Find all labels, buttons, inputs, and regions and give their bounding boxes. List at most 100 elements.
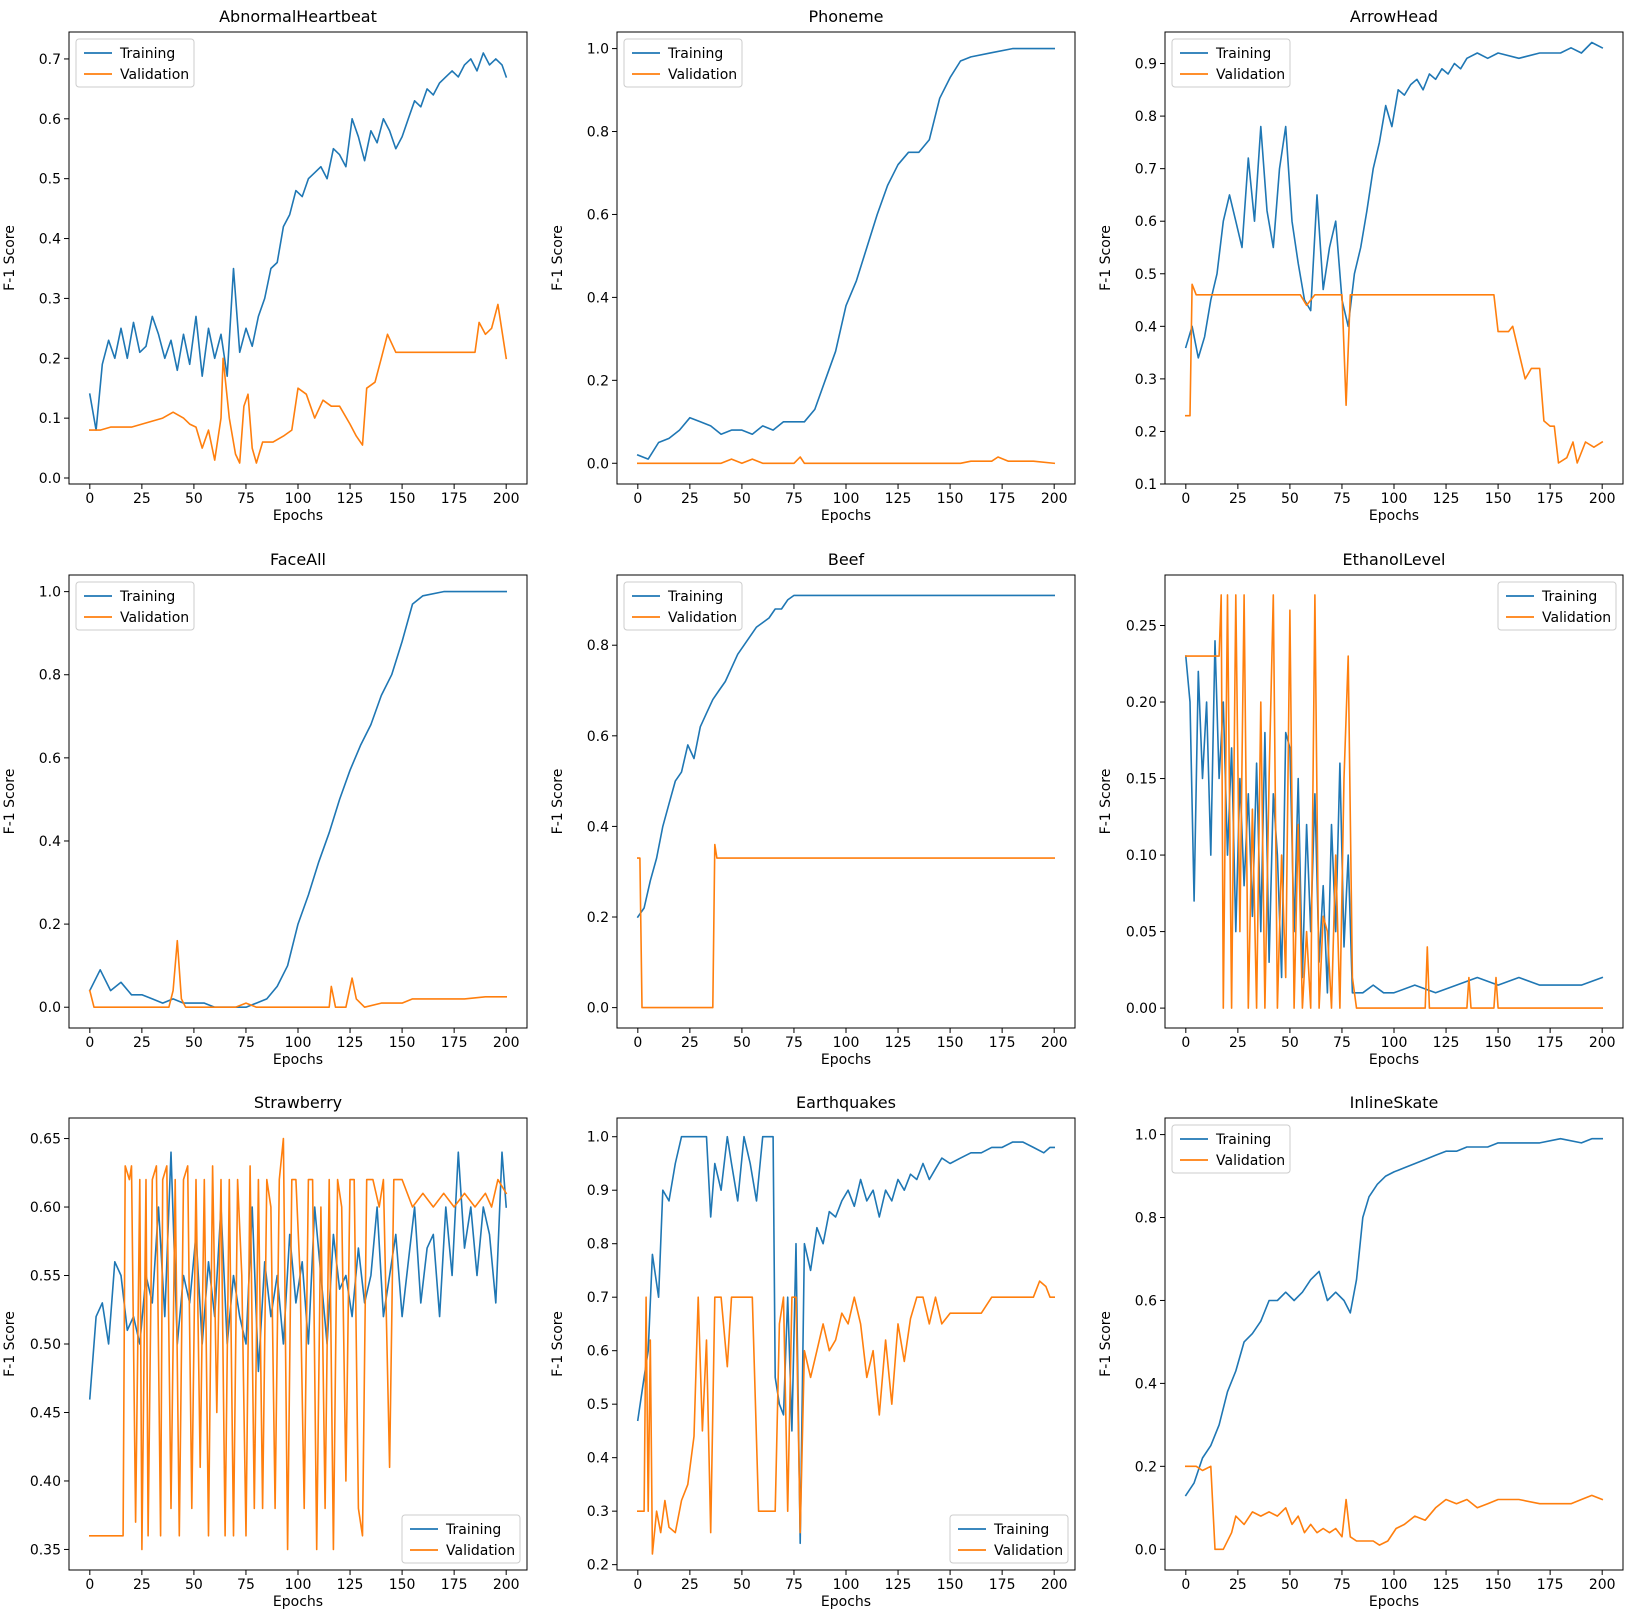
y-tick-label: 0.8 [1135, 109, 1157, 125]
x-axis-label: Epochs [821, 1052, 871, 1068]
subplot-phoneme: 0 25 50 75 100 125 150 175 200 0.0 0.2 0.4 0.6 0.8 1.0… [550, 7, 1076, 524]
x-axis-label: Epochs [821, 1594, 871, 1610]
y-tick-label: 0.2 [1135, 1459, 1157, 1475]
x-axis-label: Epochs [273, 508, 323, 524]
x-tick-label: 50 [185, 1577, 203, 1593]
x-tick-label: 50 [185, 491, 203, 507]
y-tick-label: 0.20 [1126, 695, 1157, 711]
y-tick-label: 0.1 [1135, 477, 1157, 493]
series-line-validation [637, 456, 1056, 465]
y-tick-label: 0.7 [587, 1290, 609, 1306]
y-tick-label: 0.6 [587, 207, 609, 223]
x-tick-label: 25 [1229, 491, 1247, 507]
x-tick-label: 125 [885, 1035, 912, 1051]
x-tick-label: 125 [337, 1035, 364, 1051]
y-tick-label: 1.0 [587, 42, 609, 58]
series-line-training [636, 1135, 1055, 1545]
x-tick-label: 100 [833, 1035, 860, 1051]
x-tick-label: 175 [989, 1577, 1016, 1593]
x-tick-label: 0 [85, 491, 94, 507]
x-tick-label: 150 [1485, 1035, 1512, 1051]
legend-label-training: Training [119, 589, 175, 605]
legend-label-validation: Validation [994, 1543, 1063, 1559]
y-tick-label: 0.25 [1126, 619, 1157, 635]
subplot-title: Phoneme [809, 7, 884, 26]
subplot-faceall: 0 25 50 75 100 125 150 175 200 0.0 0.2 0.4 0.6 0.8 1.0… [2, 550, 528, 1068]
series-line-validation [637, 843, 1055, 1009]
y-tick-label: 0.8 [587, 638, 609, 654]
x-tick-label: 75 [785, 491, 803, 507]
y-tick-label: 0.2 [39, 917, 61, 933]
x-tick-label: 25 [1229, 1577, 1247, 1593]
x-tick-label: 50 [1281, 1577, 1299, 1593]
y-tick-label: 0.60 [30, 1200, 61, 1216]
x-tick-label: 50 [1281, 491, 1299, 507]
x-tick-label: 200 [493, 1577, 520, 1593]
legend-label-training: Training [445, 1522, 501, 1538]
legend-label-validation: Validation [120, 67, 189, 83]
x-tick-label: 100 [285, 1035, 312, 1051]
legend-label-training: Training [1215, 1132, 1271, 1148]
legend-label-training: Training [993, 1522, 1049, 1538]
x-tick-label: 125 [1433, 1577, 1460, 1593]
x-tick-label: 100 [285, 491, 312, 507]
y-tick-label: 0.35 [30, 1542, 61, 1558]
y-tick-label: 0.2 [587, 910, 609, 926]
subplot-title: AbnormalHeartbeat [219, 7, 377, 26]
legend-label-validation: Validation [668, 67, 737, 83]
x-tick-label: 25 [681, 491, 699, 507]
series-line-validation [1185, 283, 1604, 464]
y-tick-label: 0.8 [587, 125, 609, 141]
y-tick-label: 0.9 [587, 1183, 609, 1199]
x-tick-label: 125 [885, 1577, 912, 1593]
x-tick-label: 150 [937, 491, 964, 507]
y-tick-label: 0.5 [1135, 267, 1157, 283]
series-line-training [636, 47, 1055, 460]
x-tick-label: 200 [1589, 1577, 1616, 1593]
legend-label-validation: Validation [446, 1543, 515, 1559]
legend-label-training: Training [1541, 589, 1597, 605]
y-tick-label: 0.0 [587, 456, 609, 472]
x-tick-label: 125 [1433, 1035, 1460, 1051]
subplot-beef: 0 25 50 75 100 125 150 175 200 0.0 0.2 0.4 0.6 0.8 Bee… [550, 550, 1076, 1068]
y-tick-label: 0.6 [1135, 214, 1157, 230]
x-tick-label: 200 [1041, 1577, 1068, 1593]
x-tick-label: 25 [681, 1035, 699, 1051]
y-axis-label: F-1 Score [1098, 769, 1114, 835]
x-tick-label: 0 [633, 491, 642, 507]
legend: Training Validation [949, 1514, 1069, 1564]
legend: Training Validation [401, 1514, 521, 1564]
legend-label-validation: Validation [1216, 67, 1285, 83]
x-tick-label: 75 [785, 1035, 803, 1051]
legend-label-validation: Validation [1216, 1153, 1285, 1169]
x-tick-label: 125 [1433, 491, 1460, 507]
y-tick-label: 0.4 [1135, 319, 1157, 335]
y-tick-label: 0.4 [1135, 1376, 1157, 1392]
series-line-training [88, 590, 507, 1008]
legend-box [949, 1514, 1069, 1564]
legend-label-validation: Validation [668, 610, 737, 626]
x-tick-label: 200 [1589, 491, 1616, 507]
y-tick-label: 0.6 [587, 729, 609, 745]
y-tick-label: 0.0 [1135, 1542, 1157, 1558]
y-axis-label: F-1 Score [1098, 1311, 1114, 1377]
x-tick-label: 100 [833, 1577, 860, 1593]
x-tick-label: 25 [681, 1577, 699, 1593]
y-tick-label: 0.8 [39, 668, 61, 684]
x-tick-label: 50 [733, 491, 751, 507]
x-axis-label: Epochs [273, 1594, 323, 1610]
y-tick-label: 0.0 [39, 471, 61, 487]
x-tick-label: 200 [1589, 1035, 1616, 1051]
legend: Training Validation [1171, 38, 1291, 88]
legend: Training Validation [75, 581, 195, 631]
x-tick-label: 75 [237, 1035, 255, 1051]
x-tick-label: 100 [285, 1577, 312, 1593]
x-tick-label: 150 [389, 491, 416, 507]
legend-box [1171, 38, 1291, 88]
legend-box [401, 1514, 521, 1564]
x-tick-label: 175 [441, 1577, 468, 1593]
legend-label-validation: Validation [1542, 610, 1611, 626]
x-tick-label: 100 [1381, 1577, 1408, 1593]
legend-label-training: Training [667, 589, 723, 605]
x-tick-label: 200 [493, 1035, 520, 1051]
